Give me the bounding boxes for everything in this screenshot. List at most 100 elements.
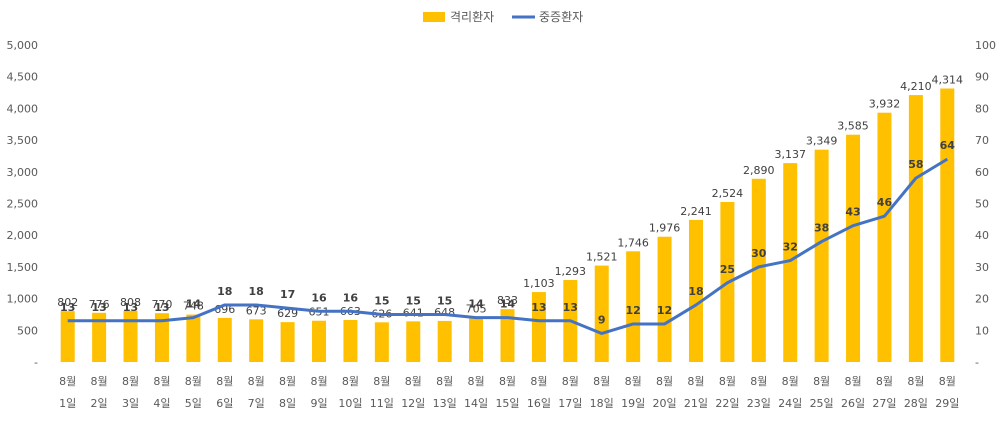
x-tick-label-day: 8일 bbox=[279, 396, 296, 410]
bar-data-label: 1,521 bbox=[586, 251, 618, 264]
bar-data-label: 802 bbox=[57, 296, 78, 309]
line-data-label: 13 bbox=[60, 301, 75, 314]
x-tick-label-day: 12일 bbox=[401, 396, 425, 410]
bar bbox=[406, 321, 421, 362]
line-data-label: 17 bbox=[280, 288, 295, 301]
x-tick-label-month: 8월 bbox=[939, 375, 956, 388]
line-data-label: 15 bbox=[406, 294, 421, 307]
bar-labels: 802 776 808 770 748 696 673 629 651 663 626 641 648 7… bbox=[57, 73, 963, 320]
y-left-tick-label: 5,000 bbox=[7, 39, 39, 52]
bar bbox=[751, 178, 766, 362]
line-data-label: 12 bbox=[657, 304, 672, 317]
bar-data-label: 1,103 bbox=[523, 277, 555, 290]
x-tick-label-month: 8월 bbox=[593, 375, 610, 388]
x-tick-label-day: 18일 bbox=[590, 396, 614, 410]
line-path bbox=[67, 157, 949, 335]
y-right-tick-label: 80 bbox=[975, 102, 989, 115]
y-right-tick-label: 30 bbox=[975, 261, 989, 274]
x-tick-label-month: 8월 bbox=[436, 375, 453, 388]
bar bbox=[814, 149, 829, 362]
line-data-label: 16 bbox=[311, 291, 327, 304]
y-right-tick-label: 100 bbox=[975, 39, 996, 52]
bar bbox=[940, 88, 955, 362]
y-right-tick-label: 40 bbox=[975, 229, 989, 242]
y-axis-right: - 10 20 30 40 50 60 70 80 90 100 bbox=[975, 39, 996, 369]
x-tick-label-day: 10일 bbox=[338, 396, 362, 410]
bar bbox=[688, 219, 703, 362]
x-tick-label-day: 21일 bbox=[684, 396, 708, 410]
bar-data-label: 4,314 bbox=[932, 73, 964, 86]
x-tick-label-day: 28일 bbox=[904, 396, 928, 410]
x-tick-label-month: 8월 bbox=[907, 375, 924, 388]
x-tick-label-month: 8월 bbox=[813, 375, 830, 388]
bar bbox=[783, 163, 798, 362]
bar bbox=[280, 322, 295, 362]
line-data-label: 64 bbox=[940, 139, 956, 152]
bar-data-label: 833 bbox=[497, 294, 518, 307]
x-tick-label-day: 5일 bbox=[185, 396, 202, 410]
x-tick-label-month: 8월 bbox=[782, 375, 799, 388]
x-tick-label-day: 13일 bbox=[433, 396, 457, 410]
x-tick-label-month: 8월 bbox=[876, 375, 893, 388]
line-data-label: 13 bbox=[563, 301, 578, 314]
bar bbox=[312, 320, 327, 362]
x-tick-label-month: 8월 bbox=[373, 375, 390, 388]
y-right-tick-label: 70 bbox=[975, 134, 989, 147]
x-tick-label-month: 8월 bbox=[216, 375, 233, 388]
line-data-label: 9 bbox=[598, 313, 606, 326]
line-data-label: 18 bbox=[249, 285, 264, 298]
x-tick-label-day: 2일 bbox=[91, 396, 108, 410]
y-left-tick-label: 1,000 bbox=[7, 293, 39, 306]
y-right-tick-label: 60 bbox=[975, 166, 989, 179]
y-right-tick-label: 20 bbox=[975, 293, 989, 306]
x-tick-label-month: 8월 bbox=[342, 375, 359, 388]
bar-data-label: 673 bbox=[246, 304, 267, 317]
bar bbox=[500, 309, 515, 362]
x-tick-label-month: 8월 bbox=[405, 375, 422, 388]
x-tick-label-day: 7일 bbox=[248, 396, 265, 410]
line-data-label: 13 bbox=[91, 301, 106, 314]
bar-data-label: 4,210 bbox=[900, 80, 932, 93]
x-tick-label-month: 8월 bbox=[248, 375, 265, 388]
bar bbox=[531, 292, 546, 362]
line-data-label: 14 bbox=[468, 298, 484, 311]
line-data-label: 13 bbox=[531, 301, 546, 314]
line-data-label: 38 bbox=[814, 222, 829, 235]
x-tick-label-month: 8월 bbox=[562, 375, 579, 388]
bar bbox=[626, 251, 641, 362]
bar-series bbox=[60, 88, 955, 362]
bar bbox=[594, 265, 609, 362]
y-right-tick-label: 90 bbox=[975, 71, 989, 84]
bar bbox=[217, 317, 232, 362]
x-tick-label-day: 22일 bbox=[715, 396, 739, 410]
x-tick-label-month: 8월 bbox=[153, 375, 170, 388]
x-tick-label-day: 14일 bbox=[464, 396, 488, 410]
bar-data-label: 3,349 bbox=[806, 135, 838, 148]
bar-data-label: 770 bbox=[151, 298, 172, 311]
line-data-label: 14 bbox=[500, 298, 516, 311]
bar bbox=[657, 236, 672, 362]
line-data-label: 32 bbox=[783, 241, 798, 254]
bar bbox=[154, 313, 169, 362]
x-tick-label-day: 23일 bbox=[747, 396, 771, 410]
bar-data-label: 1,293 bbox=[555, 265, 587, 278]
x-tick-label-month: 8월 bbox=[468, 375, 485, 388]
x-tick-label-day: 20일 bbox=[653, 396, 677, 410]
x-axis-labels: 8월 1일 8월 2일 8월 3일 8월 4일 8월 5일 8월 6일 8월 7일 8월 8일 8월 9일 8월 10… bbox=[59, 375, 959, 410]
x-tick-label-day: 1일 bbox=[59, 396, 76, 410]
x-tick-label-month: 8월 bbox=[499, 375, 516, 388]
y-left-tick-label: 1,500 bbox=[7, 261, 39, 274]
bar bbox=[908, 95, 923, 362]
x-tick-label-day: 4일 bbox=[153, 396, 170, 410]
bar-data-label: 3,137 bbox=[774, 148, 806, 161]
line-data-label: 46 bbox=[877, 196, 893, 209]
line-data-label: 14 bbox=[186, 298, 202, 311]
bar-data-label: 641 bbox=[403, 306, 424, 319]
bar bbox=[92, 312, 107, 362]
legend: 격리환자 중증환자 bbox=[423, 10, 583, 24]
x-tick-label-day: 15일 bbox=[495, 396, 519, 410]
x-tick-label-day: 27일 bbox=[872, 396, 896, 410]
y-right-tick-label: 10 bbox=[975, 324, 989, 337]
x-tick-label-day: 17일 bbox=[558, 396, 582, 410]
line-data-label: 58 bbox=[908, 158, 923, 171]
